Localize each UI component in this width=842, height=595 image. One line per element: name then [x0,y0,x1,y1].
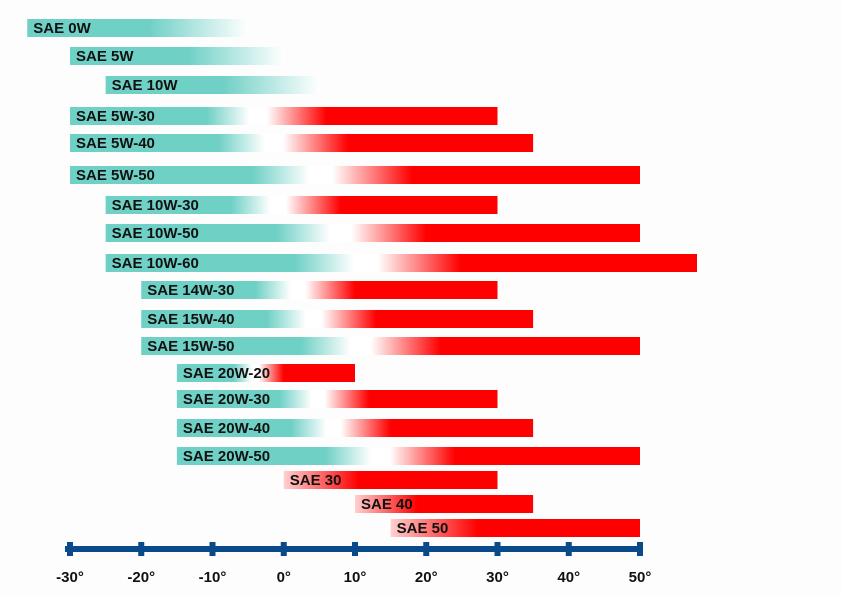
bar-label: SAE 15W-40 [147,311,234,328]
range-bar [176,419,534,437]
range-bar [176,447,640,465]
range-bar [141,337,640,355]
range-bar [283,471,498,489]
range-bar [105,224,640,242]
x-tick-label: 30° [486,569,509,586]
x-tick-label: 10° [344,569,367,586]
range-bar [70,166,640,184]
bar-label: SAE 40 [361,496,413,513]
x-tick-label: 50° [629,569,652,586]
bar-label: SAE 20W-40 [183,420,270,437]
x-tick-label: 0° [277,569,291,586]
x-tick-label: -20° [127,569,155,586]
bar-label: SAE 10W [112,77,179,94]
x-tick-label: 20° [415,569,438,586]
range-bar [176,364,355,382]
bar-label: SAE 0W [33,20,91,37]
bar-label: SAE 10W-50 [112,225,199,242]
range-bar [390,519,640,537]
bar-label: SAE 5W-40 [76,135,155,152]
bar-label: SAE 30 [290,472,342,489]
bar-label: SAE 5W-50 [76,167,155,184]
range-bar [70,134,534,152]
range-bar [105,76,320,94]
range-bar [70,107,498,125]
bar-label: SAE 50 [397,520,449,537]
range-bar [141,281,498,299]
bar-label: SAE 20W-20 [183,365,270,382]
range-bar [27,19,249,37]
range-bar [105,196,498,214]
range-bar [141,310,534,328]
bar-label: SAE 15W-50 [147,338,234,355]
bar-label: SAE 5W-30 [76,108,155,125]
bar-label: SAE 10W-60 [112,255,199,272]
range-bar [105,254,697,272]
range-bar [355,495,534,513]
range-bar [70,47,284,65]
x-tick-label: -30° [56,569,84,586]
bar-label: SAE 20W-50 [183,448,270,465]
bar-label: SAE 20W-30 [183,391,270,408]
range-bar [176,390,498,408]
bar-label: SAE 14W-30 [147,282,234,299]
bar-label: SAE 5W [76,48,134,65]
x-tick-label: 40° [557,569,580,586]
bar-label: SAE 10W-30 [112,197,199,214]
x-tick-label: -10° [199,569,227,586]
